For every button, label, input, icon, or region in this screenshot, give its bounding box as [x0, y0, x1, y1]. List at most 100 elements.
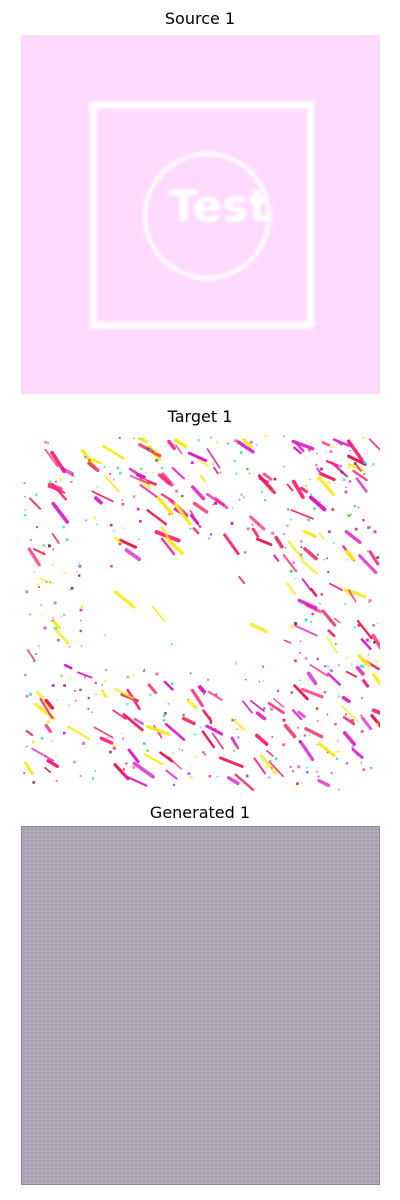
- target-dot: [235, 746, 238, 749]
- target-dot: [149, 694, 152, 697]
- target-streak: [362, 679, 370, 688]
- target-dot: [326, 713, 329, 716]
- target-dot: [337, 695, 341, 698]
- target-dot: [244, 551, 247, 554]
- target-dot: [169, 757, 172, 759]
- target-dot: [319, 501, 321, 503]
- target-dot: [262, 680, 265, 682]
- target-streak: [205, 724, 224, 736]
- target-dot: [125, 762, 128, 765]
- target-dot: [362, 436, 365, 440]
- target-dot: [51, 740, 53, 742]
- target-dot: [368, 601, 370, 604]
- target-dot: [338, 789, 340, 791]
- target-dot: [351, 746, 355, 749]
- target-streak: [207, 690, 223, 701]
- target-streak: [368, 438, 380, 452]
- target-dot: [235, 472, 238, 475]
- target-dot: [249, 440, 253, 444]
- target-streak: [242, 438, 253, 449]
- target-streak: [348, 589, 357, 603]
- target-streak: [139, 484, 158, 498]
- target-streak: [328, 582, 343, 591]
- target-dot: [340, 754, 342, 756]
- target-dot: [112, 744, 116, 748]
- target-streak: [187, 451, 208, 463]
- target-streak: [347, 454, 367, 466]
- target-dot: [113, 530, 115, 532]
- target-dot: [362, 768, 365, 771]
- target-dot: [146, 749, 149, 752]
- target-dot: [80, 619, 82, 622]
- target-dot: [112, 746, 116, 750]
- target-streak: [143, 753, 164, 766]
- target-streak: [129, 474, 151, 485]
- target-dot: [104, 634, 106, 636]
- target-dot: [54, 480, 57, 483]
- target-dot: [209, 721, 212, 724]
- target-dot: [340, 470, 344, 474]
- target-dot: [70, 480, 73, 483]
- target-streak: [287, 540, 304, 561]
- target-dot: [29, 539, 32, 541]
- target-streak: [294, 624, 318, 637]
- target-dot: [368, 526, 371, 529]
- target-streak: [342, 730, 357, 747]
- target-streak: [334, 617, 341, 624]
- target-dot: [203, 693, 205, 696]
- target-streak: [291, 479, 305, 500]
- target-streak: [26, 649, 36, 662]
- target-dot: [274, 757, 278, 760]
- target-dot: [39, 553, 43, 557]
- target-dot: [87, 696, 90, 700]
- target-streak: [303, 529, 317, 539]
- target-dot: [113, 478, 115, 481]
- target-dot: [62, 526, 65, 529]
- target-dot: [342, 478, 346, 481]
- target-dot: [41, 455, 43, 457]
- target-dot: [290, 691, 293, 694]
- target-streak: [318, 532, 325, 541]
- target-streak: [171, 467, 185, 480]
- generated-image: [21, 826, 380, 1185]
- target-dot: [291, 444, 293, 446]
- target-dot: [300, 640, 302, 642]
- target-dot: [258, 681, 260, 683]
- target-streak: [300, 687, 324, 699]
- target-dot: [91, 777, 95, 780]
- target-dot: [164, 712, 167, 715]
- target-dot: [63, 731, 66, 735]
- target-dot: [316, 553, 319, 556]
- target-streak: [47, 485, 66, 494]
- target-dot: [121, 502, 125, 506]
- target-dot: [32, 659, 36, 663]
- target-streak: [199, 474, 206, 483]
- target-dot: [348, 466, 351, 469]
- target-dot: [207, 678, 210, 681]
- target-dot: [95, 523, 98, 526]
- target-dot: [363, 461, 367, 464]
- target-dot: [52, 548, 55, 551]
- target-dot: [36, 526, 39, 529]
- target-dot: [84, 455, 87, 459]
- target-streak: [347, 588, 367, 599]
- target-dot: [119, 471, 122, 475]
- target-dot: [370, 465, 372, 467]
- target-streak: [306, 671, 318, 686]
- target-dot: [301, 782, 302, 784]
- target-streak: [223, 533, 240, 556]
- target-dot: [133, 437, 135, 440]
- target-dot: [197, 439, 200, 442]
- target-streak: [152, 606, 166, 623]
- target-dot: [187, 772, 191, 776]
- target-dot: [306, 771, 309, 774]
- target-streak: [262, 472, 273, 481]
- target-streak: [311, 665, 329, 677]
- target-dot: [43, 695, 45, 697]
- target-dot: [214, 727, 217, 730]
- target-streak: [299, 486, 309, 494]
- target-streak: [345, 670, 358, 678]
- target-dot: [271, 736, 273, 738]
- target-dot: [298, 740, 302, 744]
- target-streak: [303, 547, 318, 561]
